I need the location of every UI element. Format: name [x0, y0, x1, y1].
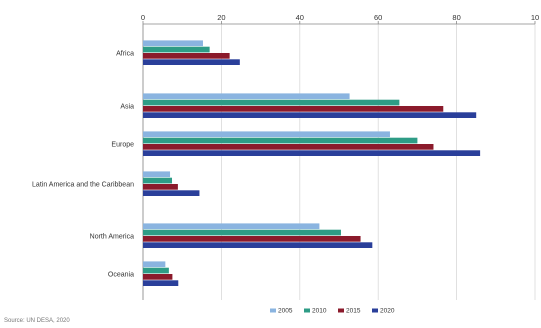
- bar: [143, 106, 444, 112]
- bar: [143, 131, 390, 138]
- grid: [142, 21, 536, 300]
- bar: [143, 223, 320, 230]
- bar: [143, 59, 240, 65]
- bar: [143, 184, 178, 190]
- legend-label: 2015: [346, 308, 361, 315]
- legend: 2005 2010 2015 2020: [270, 308, 395, 315]
- bar: [143, 93, 350, 100]
- bar: [143, 112, 477, 118]
- legend-label: 2005: [278, 308, 293, 315]
- bar: [143, 242, 373, 248]
- bar: [143, 137, 418, 144]
- legend-swatch: [338, 308, 344, 313]
- bar: [143, 261, 166, 268]
- bar: [143, 236, 361, 242]
- bar: [143, 144, 434, 150]
- x-tick-label: 60: [374, 13, 382, 22]
- bar: [143, 171, 171, 178]
- bar: [143, 99, 400, 106]
- x-tick-label: 80: [452, 13, 460, 22]
- bar: [143, 53, 230, 59]
- legend-swatch: [372, 308, 378, 313]
- x-tick-label: 20: [217, 13, 225, 22]
- category-labels: Africa Asia Europe Latin America and the Ca…: [32, 51, 134, 279]
- category-label: Latin America and the Caribbean: [32, 182, 134, 189]
- bar: [143, 229, 341, 236]
- bar: [143, 280, 179, 286]
- legend-swatch: [304, 308, 310, 313]
- bar: [143, 177, 173, 184]
- x-tick-label: 40: [296, 13, 304, 22]
- category-label: Africa: [116, 51, 134, 58]
- legend-label: 2010: [312, 308, 327, 315]
- bars: [143, 40, 481, 286]
- category-label: Asia: [120, 104, 134, 111]
- x-tick-label: 0: [141, 13, 145, 22]
- category-label: Europe: [111, 142, 134, 149]
- bar: [143, 274, 173, 280]
- bar: [143, 150, 481, 156]
- bar: [143, 46, 210, 53]
- category-label: Oceania: [108, 272, 134, 279]
- source-note: Source: UN DESA, 2020: [4, 318, 70, 324]
- bar: [143, 267, 169, 274]
- bar: [143, 40, 203, 47]
- bar: [143, 190, 200, 196]
- category-label: North America: [90, 234, 134, 241]
- legend-swatch: [270, 308, 276, 313]
- x-axis-ticks: 0 20 40 60 80 10: [141, 13, 539, 22]
- x-tick-label: 10: [531, 13, 539, 22]
- legend-label: 2020: [380, 308, 395, 315]
